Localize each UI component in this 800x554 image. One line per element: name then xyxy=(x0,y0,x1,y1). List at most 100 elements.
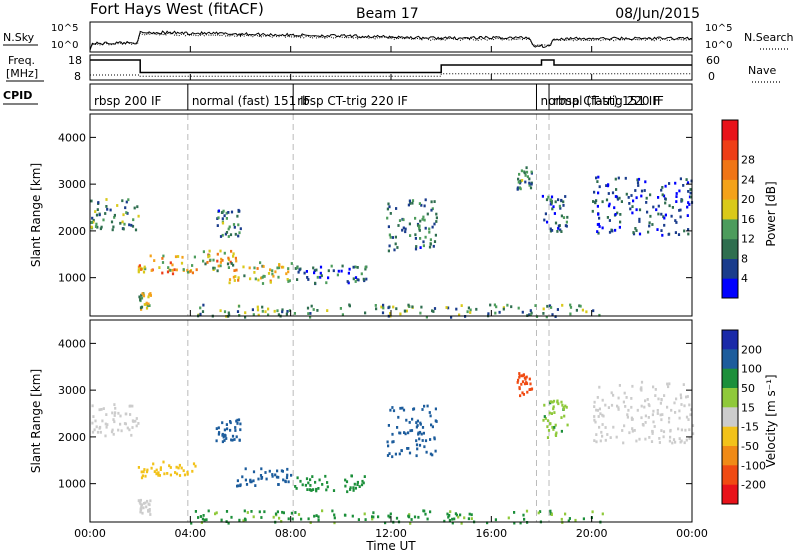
data-cell xyxy=(281,510,284,514)
data-cell xyxy=(307,312,310,315)
data-cell xyxy=(468,512,471,516)
data-cell xyxy=(618,225,621,229)
data-cell xyxy=(401,406,404,410)
data-cell xyxy=(525,509,529,513)
data-cell xyxy=(106,207,109,211)
data-cell xyxy=(137,268,140,272)
colorbar-swatch xyxy=(722,426,738,447)
data-cell xyxy=(259,261,262,265)
data-cell xyxy=(542,312,545,315)
data-cell xyxy=(644,414,647,418)
data-cell xyxy=(671,441,674,445)
data-cell xyxy=(186,472,189,476)
data-cell xyxy=(627,408,630,412)
data-cell xyxy=(131,426,134,429)
data-cell xyxy=(301,483,304,487)
data-cell xyxy=(254,277,257,281)
data-cell xyxy=(560,416,563,419)
data-cell xyxy=(296,266,299,270)
data-cell xyxy=(656,228,659,231)
data-cell xyxy=(449,510,452,514)
data-cell xyxy=(521,391,524,395)
data-cell xyxy=(418,229,421,232)
data-cell xyxy=(451,517,454,521)
data-cell xyxy=(119,414,122,418)
data-cell xyxy=(562,216,566,219)
data-cell xyxy=(397,224,400,227)
data-cell xyxy=(229,233,233,237)
data-cell xyxy=(152,462,155,466)
data-cell xyxy=(134,419,137,423)
data-cell xyxy=(408,421,411,424)
data-cell xyxy=(243,274,246,278)
noise-left-tick-top: 10^5 xyxy=(51,23,78,34)
data-cell xyxy=(680,439,683,443)
data-cell xyxy=(232,263,235,267)
data-cell xyxy=(230,515,233,519)
data-cell xyxy=(236,418,239,422)
data-cell xyxy=(620,200,623,203)
data-cell xyxy=(128,223,131,227)
data-cell xyxy=(226,262,230,266)
data-cell xyxy=(155,468,158,472)
data-cell xyxy=(314,480,317,484)
data-cell xyxy=(117,411,120,415)
data-cell xyxy=(596,409,599,412)
data-cell xyxy=(421,426,425,429)
data-cell xyxy=(565,405,568,409)
colorbar-tick-label: 28 xyxy=(741,154,755,167)
data-cell xyxy=(135,417,138,420)
data-cell xyxy=(232,223,236,226)
data-cell xyxy=(552,405,555,409)
data-cell xyxy=(312,488,315,491)
data-cell xyxy=(433,307,437,310)
data-cell xyxy=(554,433,557,436)
data-cell xyxy=(252,470,256,474)
data-cell xyxy=(346,490,349,494)
data-cell xyxy=(543,403,546,407)
data-cell xyxy=(630,405,633,409)
data-cell xyxy=(256,308,260,312)
data-cell xyxy=(543,415,546,418)
data-cell xyxy=(674,181,677,185)
data-cell xyxy=(139,498,142,502)
data-cell xyxy=(625,396,628,399)
data-cell xyxy=(418,202,421,205)
data-cell xyxy=(634,227,637,230)
data-cell xyxy=(238,304,241,308)
data-cell xyxy=(611,191,615,195)
velocity-colorbar-label: Velocity [m s⁻¹] xyxy=(764,374,778,467)
data-cell xyxy=(157,471,160,475)
data-cell xyxy=(206,261,209,264)
data-cell xyxy=(455,513,458,517)
data-cell xyxy=(547,429,551,432)
data-cell xyxy=(598,225,601,228)
data-cell xyxy=(404,230,407,234)
data-cell xyxy=(640,386,643,390)
data-cell xyxy=(581,308,584,312)
data-cell xyxy=(517,306,520,310)
data-cell xyxy=(182,469,185,473)
data-cell xyxy=(285,476,289,480)
data-cell xyxy=(281,469,284,473)
data-cell xyxy=(228,281,231,285)
data-cell xyxy=(387,444,390,448)
data-cell xyxy=(597,231,600,235)
data-cell xyxy=(548,304,552,308)
data-cell xyxy=(668,416,671,420)
data-cell xyxy=(411,201,414,205)
data-cell xyxy=(96,208,99,211)
data-cell xyxy=(380,305,383,309)
data-cell xyxy=(591,510,594,514)
data-cell xyxy=(638,220,641,223)
data-cell xyxy=(429,414,432,418)
data-cell xyxy=(648,221,651,225)
data-cell xyxy=(525,166,528,170)
data-cell xyxy=(528,181,531,185)
data-cell xyxy=(623,391,626,395)
data-cell xyxy=(224,232,227,236)
data-cell xyxy=(137,214,140,218)
data-cell xyxy=(216,269,219,273)
data-cell xyxy=(679,215,682,219)
data-cell xyxy=(522,513,525,517)
